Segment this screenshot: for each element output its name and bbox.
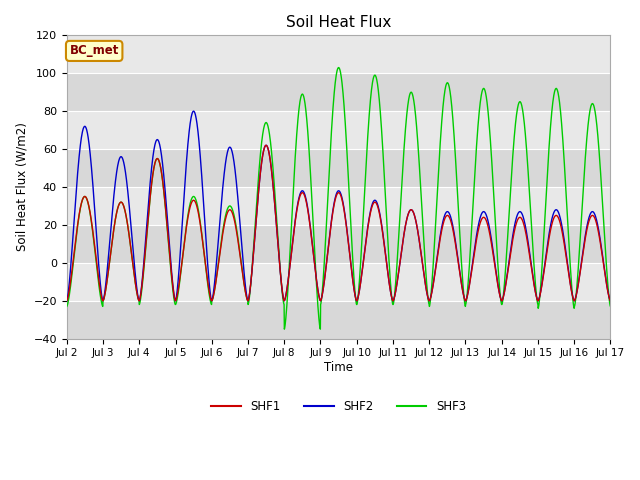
Title: Soil Heat Flux: Soil Heat Flux (286, 15, 391, 30)
Legend: SHF1, SHF2, SHF3: SHF1, SHF2, SHF3 (207, 395, 470, 418)
Bar (67, 225, 611, 263)
Bar (67, 300, 611, 338)
Bar (67, 187, 611, 225)
Bar (67, 73, 611, 111)
Bar (67, 149, 611, 187)
Text: BC_met: BC_met (70, 45, 119, 58)
X-axis label: Time: Time (324, 361, 353, 374)
Bar (67, 263, 611, 300)
Bar (67, 36, 611, 73)
Bar (67, 111, 611, 149)
Y-axis label: Soil Heat Flux (W/m2): Soil Heat Flux (W/m2) (15, 122, 28, 252)
